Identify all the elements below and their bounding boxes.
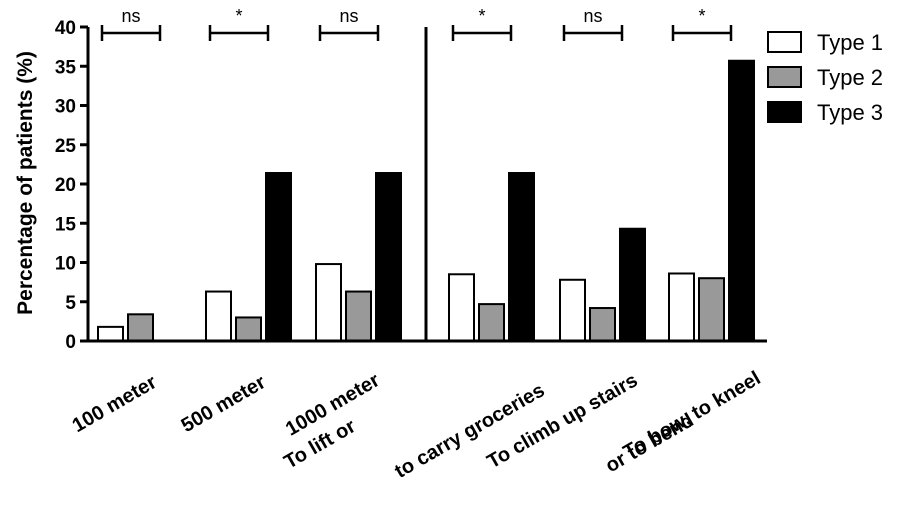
bar-type-1: [97, 325, 124, 342]
bar-type-3: [265, 172, 292, 342]
significance-brackets: ns * ns * ns *: [100, 6, 733, 41]
y-tick-label: 15: [55, 214, 77, 235]
y-axis-ticks: 0 5 10 15 20 25 30 35 40: [55, 18, 88, 353]
y-tick-label: 35: [55, 57, 77, 78]
bar-type-3: [619, 227, 646, 342]
significance-bracket: [100, 25, 162, 41]
bar-type-1: [315, 263, 342, 343]
bar-type-1: [205, 290, 232, 343]
bar-type-2: [589, 307, 616, 342]
bar-type-3: [508, 172, 535, 342]
category-label: 100 meter: [69, 371, 161, 437]
category-label: or to bend: [602, 409, 698, 477]
bars: [97, 59, 755, 343]
bar-type-2: [345, 290, 372, 343]
legend-swatch: [767, 66, 802, 88]
bar-type-2: [127, 313, 154, 342]
significance-label: *: [478, 6, 485, 26]
legend-swatch: [767, 101, 802, 123]
y-tick-label: 20: [55, 175, 76, 196]
bar-type-2: [235, 316, 262, 343]
significance-bracket: [562, 25, 624, 41]
y-tick-label: 40: [55, 18, 76, 39]
bar-type-1: [448, 273, 475, 342]
significance-bracket: [671, 25, 733, 41]
legend-label: Type 2: [817, 65, 883, 90]
bar-type-1: [668, 272, 695, 342]
legend: Type 1 Type 2 Type 3: [767, 30, 883, 125]
bar-type-1: [559, 278, 586, 342]
significance-bracket: [451, 25, 513, 41]
y-tick-label: 25: [55, 136, 77, 157]
y-axis-label: Percentage of patients (%): [14, 51, 37, 315]
significance-label: ns: [339, 6, 358, 26]
y-tick-label: 5: [65, 293, 76, 314]
significance-label: *: [235, 6, 242, 26]
bar-type-2: [478, 303, 505, 343]
bar-type-3: [728, 59, 755, 342]
significance-bracket: [208, 25, 270, 41]
y-tick-label: 30: [55, 97, 76, 118]
significance-label: ns: [121, 6, 140, 26]
bar-type-2: [698, 277, 725, 343]
legend-label: Type 3: [817, 100, 883, 125]
legend-label: Type 1: [817, 30, 883, 55]
significance-label: *: [698, 6, 705, 26]
significance-bracket: [318, 25, 380, 41]
category-label: 500 meter: [178, 371, 270, 437]
significance-label: ns: [583, 6, 602, 26]
y-tick-label: 0: [65, 332, 76, 353]
legend-swatch: [767, 31, 802, 53]
y-tick-label: 10: [55, 254, 76, 275]
bar-type-3: [375, 172, 402, 342]
